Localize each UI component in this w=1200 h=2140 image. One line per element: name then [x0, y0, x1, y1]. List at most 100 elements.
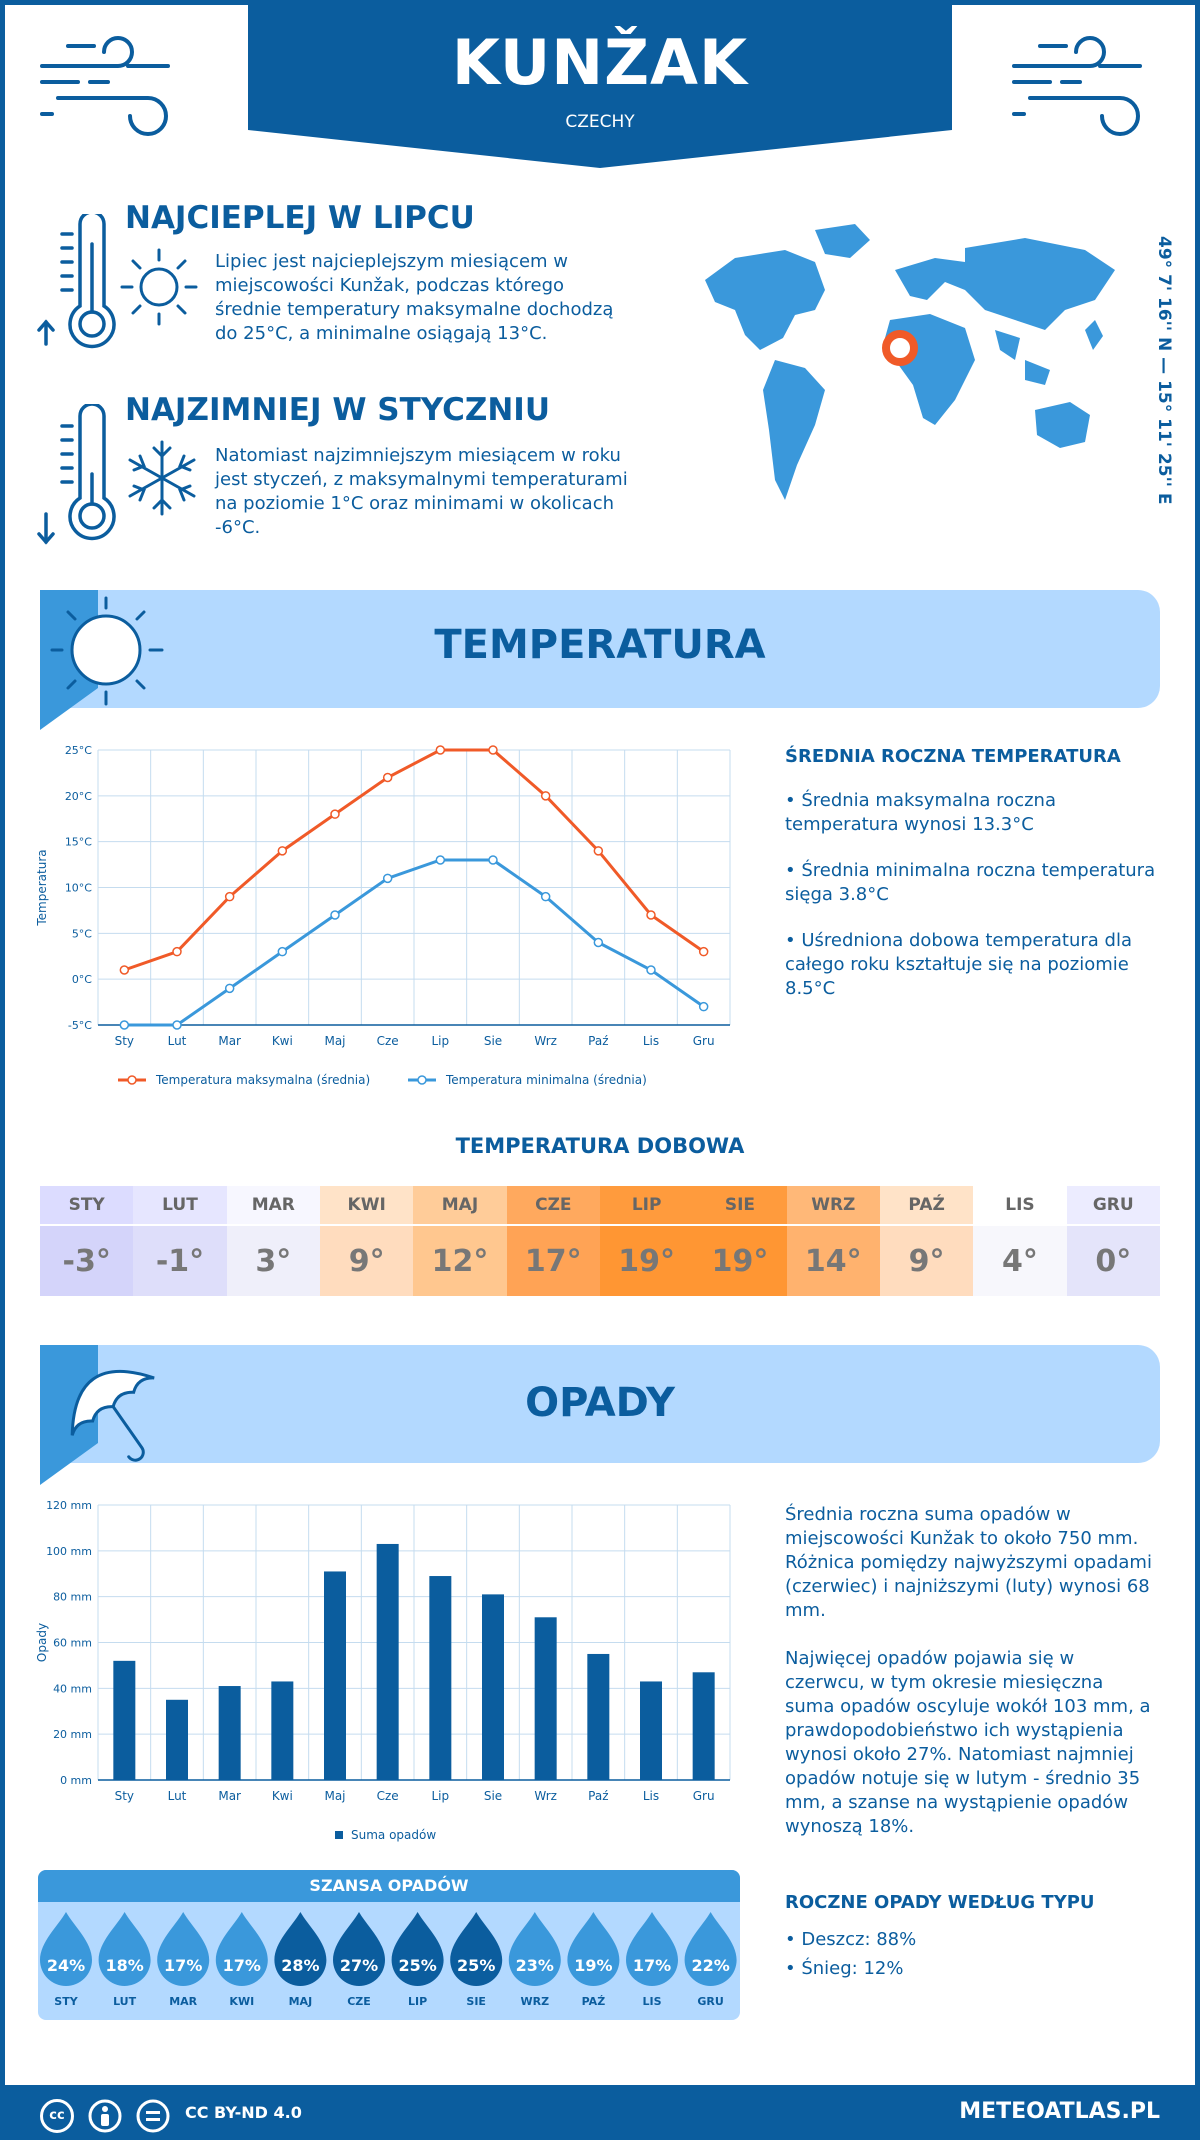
daily-temp-value: 4°	[973, 1224, 1067, 1296]
footer: cc CC BY-ND 4.0 METEOATLAS.PL	[0, 2085, 1200, 2140]
precip-chance-month: LIS	[642, 1995, 661, 2008]
x-tick-label: Kwi	[272, 1789, 293, 1803]
precip-paragraph: Najwięcej opadów pojawia się w czerwcu, w…	[785, 1647, 1165, 1839]
daily-month-label: LIP	[599, 1186, 694, 1224]
precip-chance-item: 18% LUT	[98, 1912, 151, 2008]
raindrop-icon	[215, 1912, 268, 1986]
daily-month-label: MAR	[226, 1186, 320, 1224]
precip-bar	[376, 1543, 399, 1780]
daily-temp-cell: WRZ 14°	[786, 1186, 880, 1296]
y-tick-label: 20 mm	[53, 1728, 92, 1741]
site-link[interactable]: METEOATLAS.PL	[959, 2099, 1160, 2124]
precip-line: opadów notuje się w lutym - średnio 35	[785, 1768, 1141, 1789]
data-point	[382, 772, 393, 783]
y-tick-label: 25°C	[65, 744, 92, 757]
daily-month-label: STY	[40, 1186, 134, 1224]
x-tick-label: Lip	[432, 1034, 450, 1048]
data-point	[435, 855, 446, 865]
data-point	[382, 873, 393, 884]
temperature-chart: -5°C 0°C 5°C 10°C 15°C 20°C 25°C Sty Lut Mar Kwi Ma…	[35, 744, 731, 1087]
series-line	[123, 748, 705, 972]
warmest-line: średnie temperatury maksymalne dochodzą	[215, 299, 614, 320]
precip-type-rain: • Deszcz: 88%	[785, 1929, 917, 1950]
precip-section-title: OPADY	[525, 1380, 675, 1426]
precip-paragraph: Średnia roczna suma opadów w miejscowości…	[785, 1503, 1165, 1623]
precip-chance-value: 28%	[281, 1956, 319, 1975]
x-tick-label: Lis	[643, 1789, 659, 1803]
precip-chance-month: MAR	[169, 1995, 197, 2008]
data-point	[488, 855, 498, 865]
y-tick-label: 60 mm	[53, 1637, 92, 1650]
precip-chance-value: 19%	[574, 1956, 612, 1975]
y-tick-label: 5°C	[72, 927, 92, 940]
precip-line: Różnica pomiędzy najwyższymi opadami	[785, 1552, 1152, 1573]
precip-chance-month: KWI	[229, 1995, 254, 2008]
daily-temp-value: 0°	[1066, 1224, 1160, 1296]
x-tick-label: Lut	[168, 1034, 187, 1048]
precip-chance-month: STY	[54, 1995, 78, 2008]
x-tick-label: Lis	[643, 1034, 659, 1048]
daily-temp-value: 14°	[786, 1224, 880, 1296]
warmest-title: NAJCIEPLEJ W LIPCU	[125, 200, 475, 236]
attribution-icon	[88, 2099, 122, 2133]
precip-bar	[534, 1617, 557, 1780]
summary-line: 8.5°C	[785, 978, 836, 999]
snowflake-icon	[128, 440, 196, 516]
raindrop-icon	[98, 1912, 151, 1986]
precip-bar	[587, 1653, 610, 1780]
daily-temp-cell: MAJ 12°	[413, 1186, 507, 1296]
daily-month-label: SIE	[693, 1186, 787, 1224]
sun-large-icon	[50, 596, 164, 706]
precip-bar	[640, 1681, 662, 1780]
precip-chance-panel: SZANSA OPADÓW 24% STY 18% LUT 17% MAR 17% KWI 28…	[38, 1870, 740, 2020]
daily-month-label: PAŹ	[879, 1186, 974, 1224]
daily-month-label: LUT	[133, 1186, 227, 1224]
warmest-line: do 25°C, a minimalne osiągają 13°C.	[215, 323, 548, 344]
data-point	[646, 965, 656, 975]
no-derivatives-icon	[136, 2099, 170, 2133]
data-point	[172, 946, 182, 957]
warmest-line: Lipiec jest najcieplejszym miesiącem w	[215, 251, 568, 272]
data-point	[119, 1020, 130, 1030]
data-point	[330, 809, 340, 819]
precip-chance-item: 22% GRU	[684, 1912, 737, 2008]
coldest-line: na poziomie 1°C oraz minimami w okolicac…	[215, 493, 614, 514]
daily-month-label: KWI	[319, 1186, 414, 1224]
raindrop-icon	[567, 1912, 620, 1986]
x-tick-label: Maj	[324, 1789, 345, 1803]
summary-line: • Uśredniona dobowa temperatura dla	[785, 930, 1133, 951]
daily-temp-cell: LIP 19°	[599, 1186, 694, 1296]
data-point	[435, 745, 446, 755]
daily-temp-value: 19°	[693, 1224, 787, 1296]
precip-chance-item: 25% SIE	[450, 1912, 503, 2008]
daily-temp-value: 9°	[319, 1224, 414, 1296]
precip-chance-value: 23%	[516, 1956, 554, 1975]
x-tick-label: Cze	[377, 1034, 399, 1048]
coldest-line: Natomiast najzimniejszym miesiącem w rok…	[215, 445, 621, 466]
precip-line: czerwcu, w tym okresie miesięczna	[785, 1672, 1104, 1693]
series-line	[124, 858, 705, 1027]
precip-line: miejscowości Kunžak to około 750 mm.	[785, 1528, 1139, 1549]
summary-line: sięga 3.8°C	[785, 884, 889, 905]
data-point	[698, 1001, 709, 1012]
world-map	[705, 224, 1115, 500]
thermometer-hot-icon	[37, 214, 116, 349]
precip-chance-value: 17%	[164, 1956, 202, 1975]
summary-line: temperatura wynosi 13.3°C	[785, 814, 1034, 835]
precip-chance-month: WRZ	[521, 1995, 550, 2008]
coldest-title: NAJZIMNIEJ W STYCZNIU	[125, 392, 550, 428]
precip-chance-item: 27% CZE	[333, 1912, 385, 2008]
x-tick-label: Sty	[115, 1034, 134, 1048]
x-tick-label: Paź	[588, 1789, 608, 1803]
precip-chance-item: 25% LIP	[391, 1912, 444, 2008]
coldest-line: -6°C.	[215, 517, 261, 538]
raindrop-icon	[450, 1912, 503, 1986]
precip-bar	[113, 1660, 136, 1780]
umbrella-icon	[70, 1369, 155, 1462]
precip-chance-value: 22%	[691, 1956, 729, 1975]
precip-chance-value: 17%	[223, 1956, 261, 1975]
x-tick-label: Cze	[377, 1789, 399, 1803]
raindrop-icon	[626, 1912, 678, 1986]
summary-line: • Średnia maksymalna roczna	[785, 790, 1056, 811]
precip-line: prawdopodobieństwo ich wystąpienia	[785, 1720, 1124, 1741]
